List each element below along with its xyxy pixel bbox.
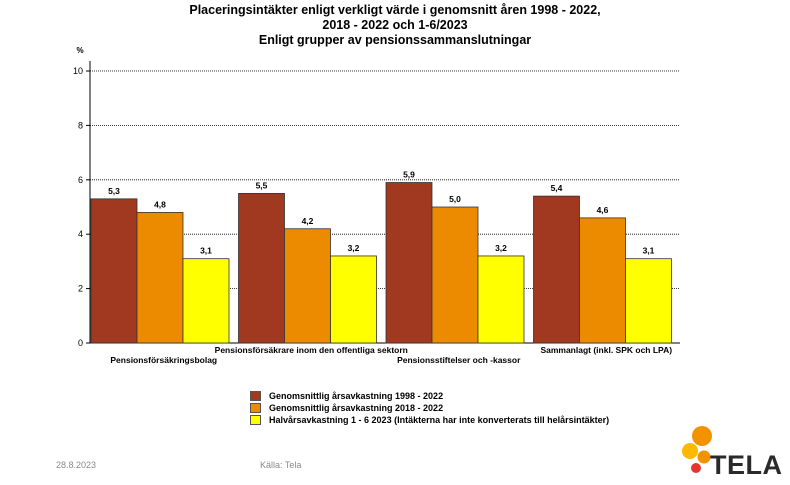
legend-label: Genomsnittlig årsavkastning 1998 - 2022: [269, 390, 444, 401]
legend: Genomsnittlig årsavkastning 1998 - 2022 …: [250, 390, 609, 426]
y-tick-label: 10: [73, 66, 83, 76]
logo-text: TELA: [710, 450, 783, 480]
footer-date: 28.8.2023: [56, 460, 97, 470]
y-tick-label: 0: [78, 338, 83, 348]
legend-item: Genomsnittlig årsavkastning 2018 - 2022: [250, 402, 609, 413]
bar: [284, 228, 331, 344]
bar: [330, 255, 377, 344]
data-label: 5,0: [449, 194, 461, 204]
chart-title: Placeringsintäkter enligt verkligt värde…: [0, 3, 790, 48]
bar: [533, 195, 580, 344]
bar: [579, 217, 626, 344]
tela-logo: TELA: [678, 424, 788, 480]
y-tick-label: 2: [78, 284, 83, 294]
bar: [182, 258, 230, 344]
x-tick-label: Pensionsförsäkringsbolag: [110, 355, 217, 365]
bar: [625, 258, 672, 344]
x-tick-label: Sammanlagt (inkl. SPK och LPA): [540, 345, 672, 355]
chart-title-line: 2018 - 2022 och 1-6/2023: [322, 18, 468, 32]
bar: [90, 198, 138, 344]
data-label: 5,9: [403, 170, 415, 180]
chart-title-line: Enligt grupper av pensionssammanslutning…: [258, 33, 532, 47]
data-label: 4,2: [302, 216, 314, 226]
legend-label: Halvårsavkastning 1 - 6 2023 (Intäkterna…: [269, 414, 610, 425]
bar: [431, 206, 479, 344]
data-label: 3,1: [643, 246, 655, 256]
y-tick-label: 6: [78, 175, 83, 185]
y-tick-label: 8: [78, 120, 83, 130]
data-label: 3,1: [200, 246, 212, 256]
bar: [477, 255, 525, 344]
x-tick-label: Pensionsstiftelser och -kassor: [397, 355, 521, 365]
data-label: 3,2: [348, 243, 360, 253]
legend-swatch: [250, 390, 261, 401]
y-tick-label: 4: [78, 229, 83, 239]
chart-title-line: Placeringsintäkter enligt verkligt värde…: [189, 3, 601, 17]
data-label: 5,3: [108, 186, 120, 196]
bar: [385, 182, 433, 344]
data-label: 5,5: [256, 180, 268, 190]
data-label: 4,8: [154, 199, 166, 209]
bar: [238, 192, 285, 344]
y-axis-label: %: [76, 46, 83, 55]
legend-item: Halvårsavkastning 1 - 6 2023 (Intäkterna…: [250, 414, 609, 425]
legend-item: Genomsnittlig årsavkastning 1998 - 2022: [250, 390, 609, 401]
footer-source: Källa: Tela: [260, 460, 302, 470]
x-tick-label: Pensionsförsäkrare inom den offentliga s…: [215, 345, 408, 355]
bar: [136, 212, 184, 344]
data-label: 5,4: [551, 183, 563, 193]
logo-drops-icon: [682, 426, 712, 473]
data-label: 4,6: [597, 205, 609, 215]
data-label: 3,2: [495, 243, 507, 253]
legend-swatch: [250, 414, 261, 425]
legend-label: Genomsnittlig årsavkastning 2018 - 2022: [269, 402, 444, 413]
legend-swatch: [250, 402, 261, 413]
